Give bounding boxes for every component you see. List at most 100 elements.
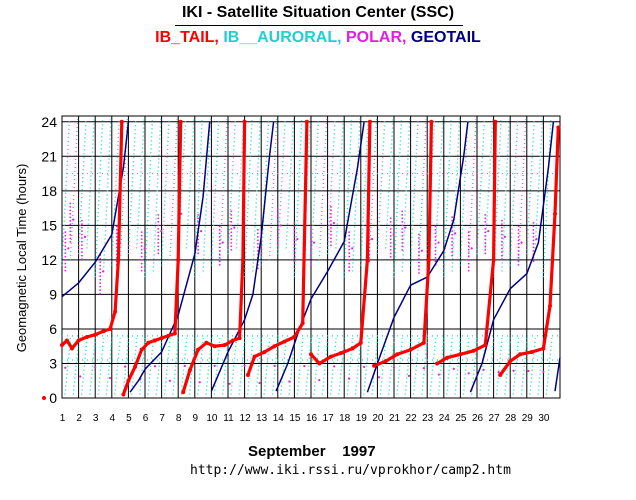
auroral-trace xyxy=(471,338,478,395)
polar-point xyxy=(168,379,171,382)
ib-tail-point xyxy=(272,344,277,349)
ib-tail-point xyxy=(309,352,313,357)
polar-point xyxy=(392,233,395,236)
x-tick-label: 11 xyxy=(223,413,234,424)
ib-tail-segment xyxy=(121,121,183,396)
auroral-trace xyxy=(235,118,245,249)
polar-point xyxy=(371,238,374,241)
auroral-trace xyxy=(318,118,328,260)
auroral-trace xyxy=(484,118,494,249)
auroral-trace xyxy=(102,118,112,272)
polar-point xyxy=(180,212,183,215)
auroral-trace xyxy=(277,118,286,255)
x-tick-label: 10 xyxy=(206,413,218,424)
auroral-trace xyxy=(360,118,369,266)
auroral-trace xyxy=(152,118,162,272)
polar-point xyxy=(512,369,515,372)
legend-ib-tail: IB_TAIL, xyxy=(155,29,219,46)
ib-tail-point xyxy=(421,340,426,345)
auroral-trace xyxy=(197,338,204,395)
auroral-trace xyxy=(219,118,228,260)
ib-tail-point xyxy=(556,125,561,130)
auroral-trace xyxy=(501,118,511,272)
polar-point xyxy=(377,376,381,379)
ib-tail-point xyxy=(548,303,553,308)
ib-tail-point xyxy=(126,378,131,383)
ib-tail-point xyxy=(350,346,355,351)
polar-point xyxy=(407,374,411,377)
ib-tail-point xyxy=(121,392,126,397)
ib-tail-point xyxy=(252,354,257,359)
ib-tail-point xyxy=(178,119,183,124)
ib-tail-point xyxy=(64,338,69,343)
ib-tail-point xyxy=(493,119,498,124)
polar-point xyxy=(233,226,236,229)
auroral-trace xyxy=(80,338,88,395)
ib-tail-point xyxy=(435,361,440,366)
polar-point xyxy=(79,375,82,378)
x-tick-label: 7 xyxy=(159,413,165,424)
auroral-trace xyxy=(172,338,180,395)
auroral-trace xyxy=(451,118,461,272)
auroral-trace xyxy=(94,118,104,278)
auroral-trace xyxy=(462,338,470,395)
auroral-trace xyxy=(459,118,469,266)
x-tick-label: 5 xyxy=(126,413,132,424)
auroral-trace xyxy=(321,338,329,395)
geotail-segment xyxy=(275,121,365,392)
x-axis-label: September 1997 xyxy=(248,443,376,460)
auroral-trace xyxy=(542,118,552,278)
auroral-trace xyxy=(213,338,221,395)
x-tick-label: 23 xyxy=(422,413,434,424)
auroral-trace xyxy=(77,118,87,255)
auroral-trace xyxy=(177,118,187,255)
auroral-trace xyxy=(354,338,362,395)
polar-point xyxy=(200,230,203,233)
polar-point xyxy=(279,224,282,227)
ib-tail-point xyxy=(108,326,113,331)
x-tick-label: 9 xyxy=(193,413,199,424)
ib-tail-point xyxy=(60,343,64,348)
auroral-trace xyxy=(409,118,419,266)
ib-tail-point xyxy=(84,334,89,339)
polar-point xyxy=(437,373,440,376)
auroral-trace xyxy=(421,338,429,395)
auroral-trace xyxy=(155,338,163,395)
x-tick-label: 21 xyxy=(389,413,401,424)
polar-point xyxy=(243,364,246,367)
auroral-trace xyxy=(61,118,71,266)
x-tick-label: 12 xyxy=(240,413,252,424)
series-ib-tail xyxy=(42,119,561,400)
ib-tail-point xyxy=(426,257,431,262)
auroral-trace xyxy=(517,118,527,260)
auroral-trace xyxy=(89,338,97,395)
chart-title: IKI - Satellite Situation Center (SSC) xyxy=(181,4,455,21)
auroral-trace xyxy=(169,118,179,260)
auroral-trace xyxy=(160,118,170,266)
polar-point xyxy=(303,364,306,368)
x-tick-label: 8 xyxy=(176,413,182,424)
auroral-trace xyxy=(144,118,154,278)
ib-tail-point xyxy=(119,119,124,124)
source-url: http://www.iki.rssi.ru/vprokhor/camp2.ht… xyxy=(190,463,511,478)
polar-point xyxy=(94,366,97,369)
auroral-trace xyxy=(263,338,271,395)
geotail-segment xyxy=(554,357,561,392)
ib-tail-point xyxy=(222,343,227,348)
series-polar xyxy=(64,196,545,385)
polar-point xyxy=(213,364,216,367)
polar-point xyxy=(183,364,186,368)
auroral-trace xyxy=(363,338,370,395)
polar-point xyxy=(72,218,75,221)
auroral-trace xyxy=(147,338,155,395)
ib-tail-point xyxy=(292,334,297,339)
auroral-trace xyxy=(255,338,263,395)
polar-point xyxy=(404,226,407,229)
ib-tail-point xyxy=(429,119,434,124)
ib-tail-point xyxy=(262,349,267,354)
legend-ib-auroral: IB__AURORAL, xyxy=(218,29,342,46)
x-tick-label: 4 xyxy=(110,413,116,424)
ib-tail-point xyxy=(113,309,118,314)
